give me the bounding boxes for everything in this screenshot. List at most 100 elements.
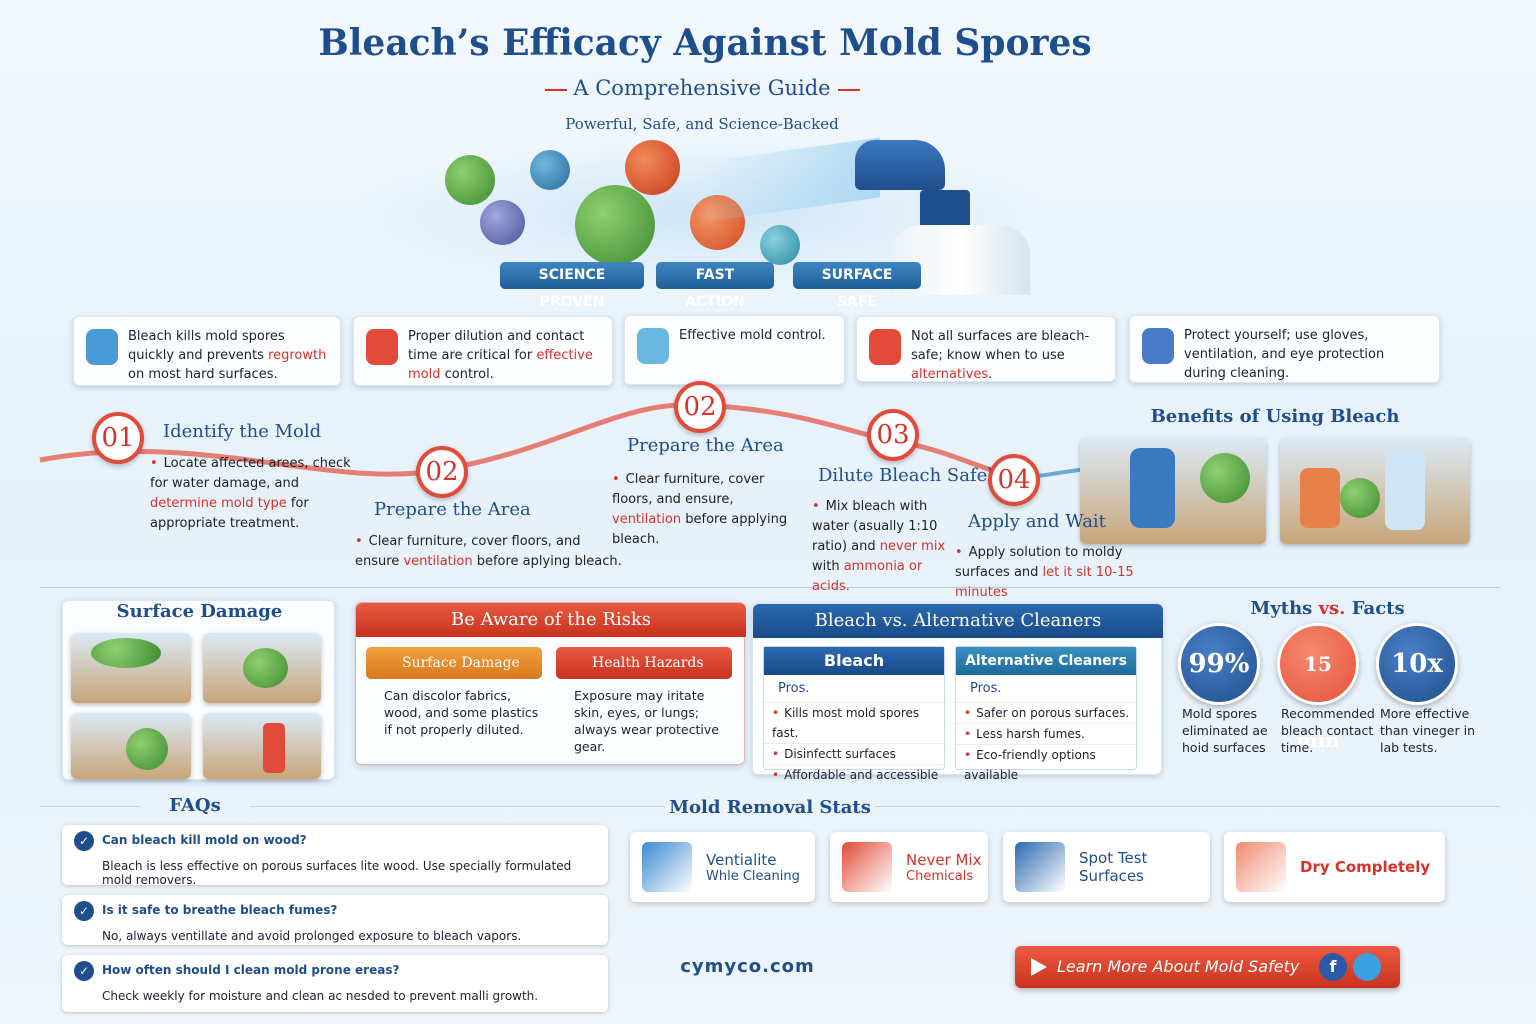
step-title: Apply and Wait — [968, 511, 1106, 532]
badge: FAST ACTION — [656, 262, 774, 310]
spore — [575, 185, 655, 265]
check-icon: ✓ — [74, 831, 94, 851]
bullet: • — [772, 768, 780, 782]
faq-answer: No, always ventillate and avoid prolonge… — [102, 929, 522, 943]
stat-card: Dry Completely — [1224, 832, 1445, 902]
bullet: • — [150, 456, 158, 471]
step-number: 04 — [988, 454, 1040, 506]
pro-item: • Affordable and accessible — [764, 764, 944, 785]
stat-line: Ventialite — [706, 850, 777, 869]
site: cymyco.com — [680, 956, 815, 977]
facts-word: Facts — [1351, 598, 1405, 619]
cta-button[interactable]: Learn More About Mold Safety f — [1015, 946, 1400, 988]
bullet: • — [355, 534, 363, 549]
risk-text: Can discolor fabrics, wood, and some pla… — [384, 688, 539, 737]
text-run: Protect yourself; use gloves, ventilatio… — [1184, 328, 1385, 381]
tip-card: Effective mold control. — [624, 315, 845, 385]
column-title: Bleach — [764, 647, 944, 675]
section-title: Myths vs. Facts — [1175, 598, 1480, 619]
panel-title: Surface Damage — [116, 601, 283, 622]
step-text: • Clear furniture, cover floors, and ensu… — [355, 532, 625, 572]
spray-cap — [920, 190, 970, 230]
damage-image — [71, 633, 191, 703]
stat-card: Never Mix Chemicals — [830, 832, 988, 902]
risks-panel: Be Aware of the Risks Surface Damage Can … — [355, 602, 746, 765]
highlight: let it sit 10-15 minutes — [955, 565, 1134, 600]
pro-item: • Disinfectt surfaces — [764, 743, 944, 764]
bullet: • — [772, 747, 780, 761]
compare-column: Alternative Cleaners Pros. • Safer on porou… — [955, 646, 1137, 782]
step-number: 02 — [674, 381, 726, 433]
text-run: Locate affected arees, check for water d… — [150, 456, 351, 491]
stat-line: Spot Test Surfaces — [1079, 849, 1148, 885]
text-run: with — [812, 559, 844, 574]
twitter-icon[interactable] — [1353, 953, 1381, 981]
section-title: Mold Removal Stats — [665, 797, 875, 818]
pro-item: • Kills most mold spores fast. — [764, 702, 944, 743]
text-run: Clear furniture, cover floors, and ensur… — [612, 472, 765, 507]
faq-question: Can bleach kill mold on wood? — [102, 833, 307, 847]
stat-icon — [1236, 842, 1286, 892]
pro-text: Less harsh fumes. — [976, 727, 1085, 741]
section-title: Benefits of Using Bleach — [1150, 406, 1400, 427]
stat-circle: 15 min — [1277, 623, 1359, 752]
faq-item: ✓ Is it safe to breathe bleach fumes? No, … — [62, 895, 608, 945]
text-run: for appropriate treatment. — [150, 496, 309, 531]
highlight: ventilation — [612, 512, 682, 527]
faq-question: How often should I clean mold prone erea… — [102, 963, 400, 977]
column-title: Alternative Cleaners — [956, 647, 1136, 675]
stat-line: Dry Completely — [1300, 858, 1431, 876]
dash — [545, 89, 567, 91]
title: Bleach’s Efficacy Against Mold Spores — [318, 22, 1092, 64]
step-number: 03 — [867, 409, 919, 461]
highlight: regrowth — [268, 348, 327, 363]
dash — [838, 89, 860, 91]
tip-card: Not all surfaces are bleach-safe; know w… — [856, 316, 1116, 382]
stat-label: Mold spores eliminated ae hoid surfaces — [1182, 706, 1268, 755]
bullet: • — [612, 472, 620, 487]
tip-text: Protect yourself; use gloves, ventilatio… — [1184, 326, 1429, 383]
highlight: ventilation — [403, 554, 473, 569]
badge: SCIENCE PROVEN — [500, 262, 644, 310]
stat-label: More effective than vineger in lab tests… — [1380, 706, 1475, 755]
step-text: • Clear furniture, cover floors, and ensu… — [612, 470, 792, 550]
spray-head — [855, 140, 945, 190]
tip-card: Proper dilution and contact time are cri… — [353, 316, 613, 386]
pro-text: Disinfectt surfaces — [784, 747, 896, 761]
text-run: . — [988, 367, 993, 382]
step-text: • Locate affected arees, check for water … — [150, 454, 360, 534]
stat-circle: 99% — [1178, 623, 1260, 705]
panel-title: Bleach vs. Alternative Cleaners — [753, 604, 1163, 638]
pro-text: Kills most mold spores fast. — [772, 706, 920, 740]
pro-item: • Less harsh fumes. — [956, 723, 1136, 744]
facebook-icon[interactable]: f — [1319, 953, 1347, 981]
tip-card: Bleach kills mold spores quickly and pre… — [73, 316, 341, 386]
step-number: 01 — [92, 412, 144, 464]
tip-text: Effective mold control. — [679, 326, 834, 345]
highlight: ammonia or acids. — [812, 559, 923, 594]
column-subtitle: Pros. — [778, 681, 810, 696]
panel-title: Be Aware of the Risks — [356, 603, 746, 637]
bullet: • — [964, 727, 972, 741]
step-text: • Apply solution to moldy surfaces and le… — [955, 543, 1155, 603]
check-icon: ✓ — [74, 961, 94, 981]
risk-text: Exposure may iritate skin, eyes, or lung… — [574, 688, 719, 754]
text-run: Apply solution to moldy surfaces and — [955, 545, 1123, 580]
stat-circle: 10x — [1376, 623, 1458, 705]
subtitle: A Comprehensive Guide — [573, 76, 831, 100]
damage-image — [71, 713, 191, 779]
stat-icon — [842, 842, 892, 892]
step-title: Identify the Mold — [163, 421, 322, 442]
text-run: Clear furniture, cover floors, and ensur… — [355, 534, 581, 569]
stat-line: Never Mix — [906, 850, 982, 869]
risk-title: Surface Damage — [366, 647, 542, 679]
bullet: • — [964, 748, 972, 762]
check-icon: ✓ — [74, 901, 94, 921]
tip-card: Protect yourself; use gloves, ventilatio… — [1129, 315, 1440, 383]
step-title: Prepare the Area — [374, 499, 531, 520]
text-run: Not all surfaces are bleach-safe; know w… — [911, 329, 1090, 363]
section-title: FAQs — [140, 795, 250, 816]
spore — [480, 200, 525, 245]
damage-image — [203, 633, 321, 703]
highlight: alternatives — [911, 367, 989, 382]
